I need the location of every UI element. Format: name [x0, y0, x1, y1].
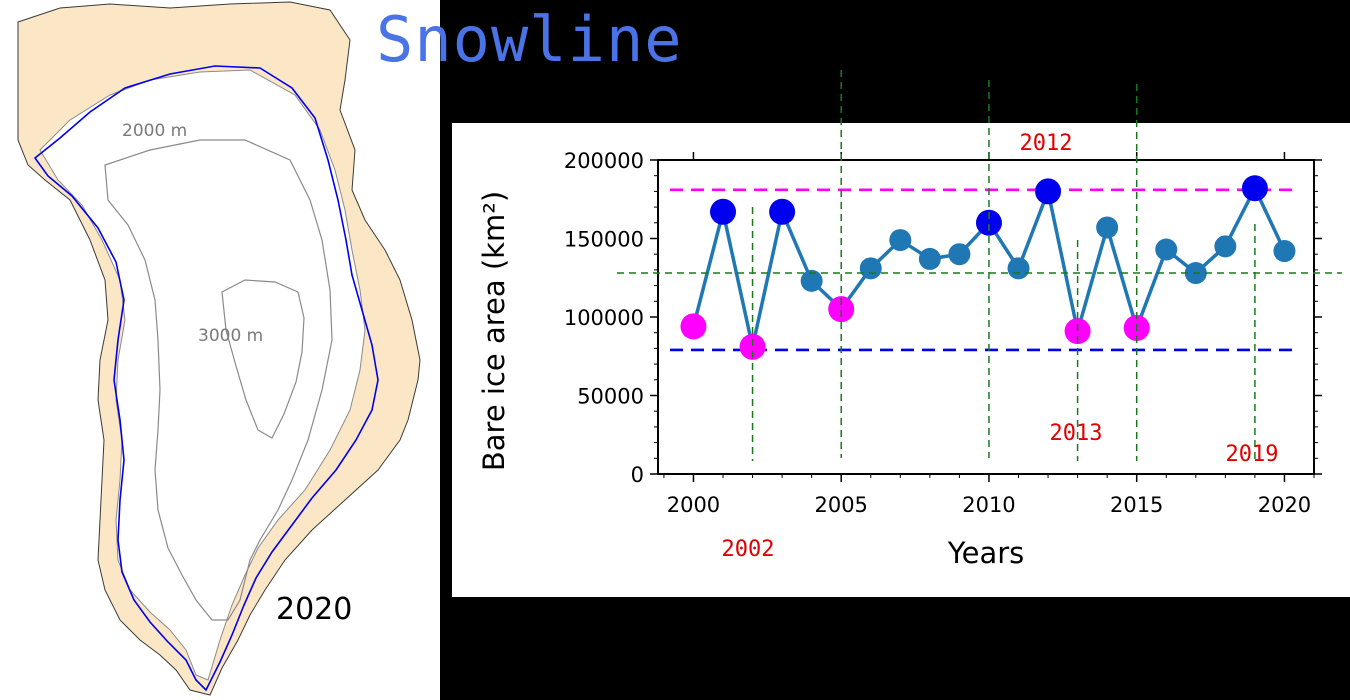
data-point-2007	[889, 229, 912, 252]
chart-panel: 0 50000 100000 150000 200000 2000 2005 2010 2015…	[452, 123, 1350, 597]
y-tick-label: 50000	[577, 385, 644, 409]
y-tick-label: 100000	[564, 306, 644, 330]
data-point-2011	[1007, 257, 1030, 280]
contour-3000m	[221, 279, 305, 439]
y-tick-label: 0	[631, 463, 644, 487]
contour-label-2000: 2000 m	[122, 121, 188, 141]
data-point-2019	[1241, 175, 1268, 202]
y-axis-title: Bare ice area (km²)	[477, 191, 511, 471]
x-tick-label: 2000	[667, 493, 720, 517]
data-point-2015	[1123, 314, 1150, 341]
data-point-2013	[1064, 318, 1091, 345]
data-point-2003	[769, 198, 796, 225]
y-tick-label: 200000	[564, 149, 644, 173]
map-year-label: 2020	[276, 592, 353, 627]
data-point-2000	[680, 313, 707, 340]
contour-2000m	[104, 139, 333, 621]
snowline-contour	[33, 65, 379, 692]
data-point-2006	[859, 257, 882, 280]
data-point-2018	[1214, 235, 1237, 258]
data-point-2016	[1155, 238, 1178, 261]
ice-sheet	[39, 69, 366, 681]
greenland-map-graphic	[17, 1, 421, 696]
data-point-2001	[710, 198, 737, 225]
line-chart: 0 50000 100000 150000 200000 2000 2005 2010 2015…	[477, 149, 1322, 570]
data-point-2012	[1035, 178, 1062, 205]
data-point-2020	[1273, 240, 1296, 263]
data-point-2005	[828, 296, 855, 323]
y-tick-label: 150000	[564, 228, 644, 252]
data-point-2014	[1096, 216, 1119, 239]
x-axis-title: Years	[947, 536, 1025, 570]
data-point-2008	[918, 247, 941, 270]
x-tick-label: 2020	[1258, 493, 1311, 517]
page-title: Snowline	[376, 3, 683, 76]
x-tick-label: 2015	[1110, 493, 1163, 517]
plot-frame	[657, 159, 1315, 475]
contour-label-3000: 3000 m	[198, 326, 264, 346]
data-point-2004	[800, 269, 823, 292]
x-tick-label: 2005	[814, 493, 867, 517]
data-point-2010	[975, 209, 1002, 236]
data-point-2009	[948, 243, 971, 266]
x-tick-label: 2010	[962, 493, 1015, 517]
data-point-2002	[739, 333, 766, 360]
greenland-map: 2000 m 3000 m 2020	[0, 0, 440, 700]
data-point-2017	[1184, 262, 1207, 285]
